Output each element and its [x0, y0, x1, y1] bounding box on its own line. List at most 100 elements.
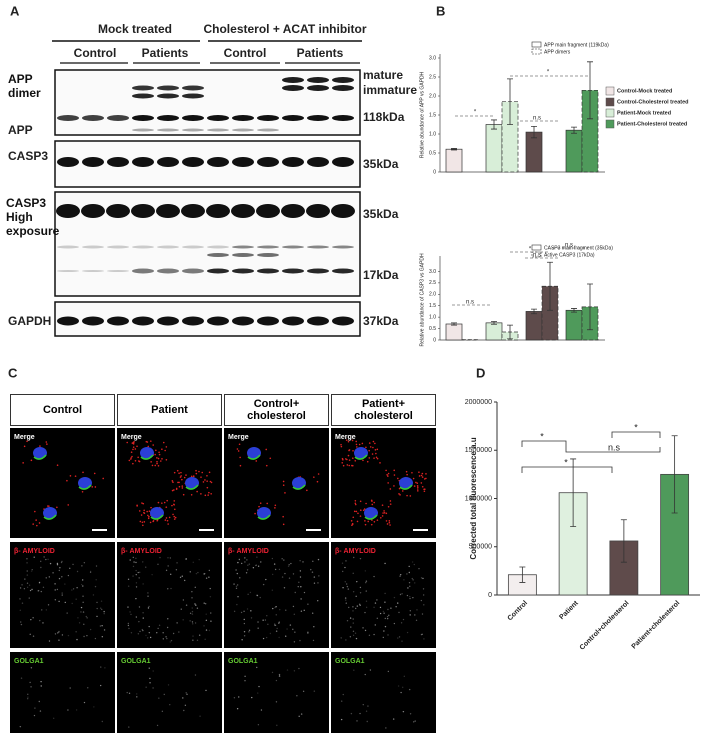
legend-swatch: [531, 244, 542, 251]
signal-dot: [156, 457, 158, 459]
blot-band: [182, 157, 204, 167]
signal-dot: [191, 607, 193, 609]
blot-band: [256, 204, 280, 218]
signal-dot: [173, 518, 176, 520]
signal-dot: [401, 686, 404, 689]
signal-dot: [364, 611, 366, 614]
y-tick-label: 0.5: [429, 326, 436, 332]
signal-dot: [181, 485, 184, 487]
y-tick-label: 0.5: [429, 150, 436, 156]
signal-dot: [162, 632, 164, 634]
signal-dot: [406, 494, 408, 497]
signal-dot: [348, 606, 350, 609]
blot-band: [232, 128, 254, 132]
blot-band: [132, 115, 154, 121]
signal-dot: [152, 520, 154, 523]
blot-band: [232, 253, 254, 257]
signal-dot: [387, 608, 389, 611]
signal-dot: [142, 502, 145, 505]
signal-dot: [20, 677, 23, 679]
signal-dot: [61, 592, 63, 594]
nucleus: [78, 477, 92, 489]
signal-dot: [418, 475, 421, 477]
subgroup-label: Control: [224, 46, 267, 60]
error-bar: [531, 308, 537, 315]
signal-dot: [101, 624, 103, 627]
signal-dot: [103, 612, 105, 615]
signal-dot: [406, 473, 408, 476]
signal-dot: [20, 623, 23, 626]
signal-dot: [425, 477, 427, 480]
blot-band: [132, 245, 154, 249]
signal-dot: [255, 564, 257, 566]
signal-dot: [139, 571, 141, 574]
signal-dot: [236, 572, 239, 575]
signal-dot: [365, 606, 368, 609]
signal-dot: [158, 624, 161, 626]
signal-dot: [368, 449, 370, 452]
signal-dot: [282, 515, 284, 518]
signal-dot: [100, 666, 102, 668]
golgi: [140, 454, 154, 460]
signal-dot: [283, 559, 285, 561]
signal-dot: [37, 590, 39, 592]
signal-dot: [239, 456, 241, 459]
size-marker: 35kDa: [363, 207, 399, 221]
signal-dot: [58, 631, 60, 633]
signal-dot: [171, 480, 174, 482]
signal-dot: [167, 684, 170, 686]
signal-dot: [178, 472, 180, 475]
blot-band: [82, 316, 104, 326]
signal-dot: [21, 584, 23, 586]
signal-dot: [401, 490, 404, 492]
signal-dot: [28, 597, 30, 599]
signal-dot: [69, 687, 71, 689]
signal-dot: [389, 500, 392, 502]
nucleus: [247, 447, 261, 459]
signal-dot: [408, 571, 411, 574]
micrograph-content: [340, 556, 425, 642]
signal-dot: [423, 604, 425, 606]
signal-dot: [141, 521, 144, 524]
signal-dot: [340, 443, 342, 446]
signal-dot: [183, 476, 186, 479]
legend-label: APP main fragment (119kDa): [544, 42, 609, 48]
signal-dot: [379, 612, 382, 615]
signal-dot: [173, 515, 176, 518]
micrograph-content: [233, 666, 316, 727]
signal-dot: [262, 637, 265, 640]
signal-dot: [143, 521, 146, 523]
blot-band: [307, 85, 329, 91]
nucleus: [292, 477, 306, 489]
signal-dot: [165, 458, 168, 461]
signal-dot: [135, 557, 137, 560]
signal-dot: [420, 482, 423, 484]
signal-dot: [135, 582, 138, 584]
signal-dot: [66, 479, 68, 482]
blot-band: [257, 316, 279, 326]
signal-dot: [179, 476, 182, 478]
signal-dot: [313, 476, 315, 478]
signal-dot: [398, 487, 401, 490]
signal-dot: [282, 484, 285, 486]
signal-dot: [64, 583, 66, 585]
signal-dot: [168, 516, 171, 519]
signal-dot: [247, 564, 249, 566]
signal-dot: [311, 571, 314, 573]
signal-dot: [192, 635, 194, 637]
signal-dot: [414, 720, 416, 722]
signal-dot: [142, 524, 144, 527]
signal-dot: [158, 697, 160, 699]
signal-dot: [294, 631, 296, 633]
signal-dot: [156, 462, 158, 465]
signal-dot: [170, 587, 172, 590]
signal-dot: [368, 457, 371, 459]
nucleus: [399, 477, 413, 489]
channel-label: GOLGA1: [14, 658, 44, 665]
signal-dot: [395, 606, 397, 608]
signal-dot: [371, 503, 374, 506]
signal-dot: [45, 441, 48, 443]
signal-dot: [362, 627, 364, 629]
signal-dot: [400, 691, 402, 694]
signal-dot: [87, 687, 89, 689]
